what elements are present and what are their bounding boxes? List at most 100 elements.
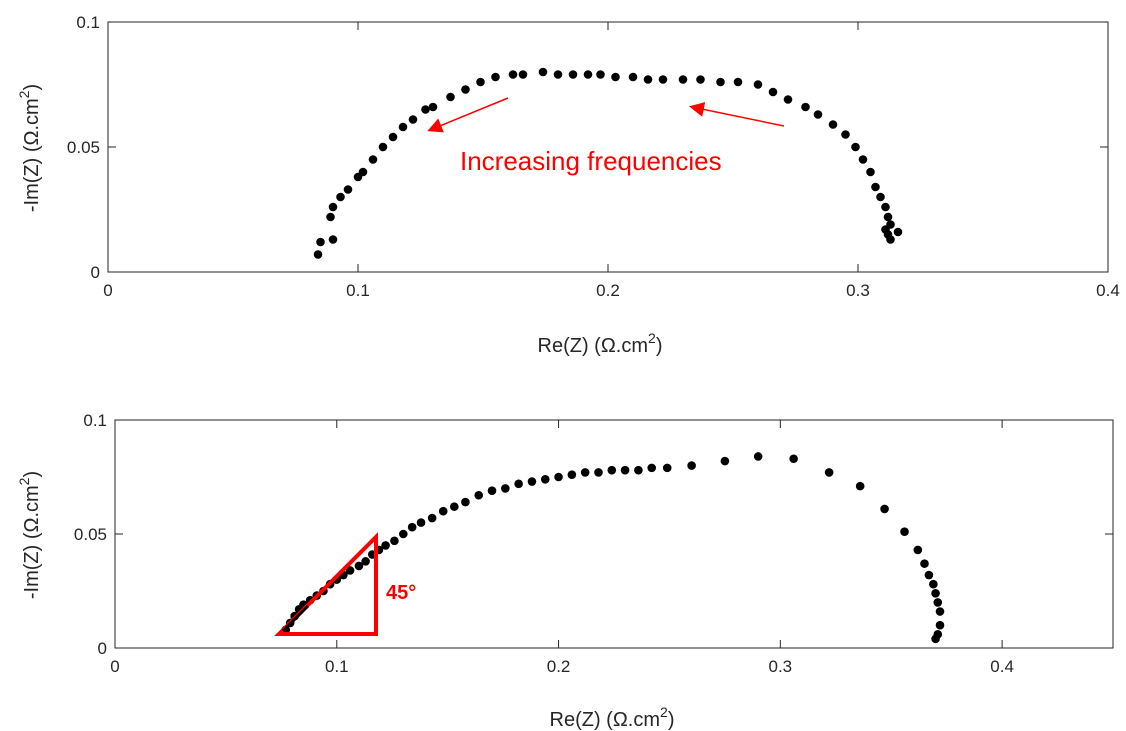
top-x-tick-label: 0.3 (846, 281, 870, 300)
bottom-y-tick-label: 0 (98, 639, 107, 658)
top-data-point (828, 120, 838, 129)
top-data-point (368, 155, 378, 164)
bottom-data-point (427, 513, 437, 523)
top-data-point (716, 77, 725, 87)
bottom-data-point (390, 536, 399, 546)
top-data-point (328, 235, 338, 244)
bottom-data-point (935, 607, 945, 616)
top-data-point (893, 227, 903, 237)
top-data-point (753, 80, 763, 89)
top-data-point (881, 225, 890, 234)
bottom-data-point (824, 468, 834, 477)
bottom-data-point (501, 484, 510, 493)
annotation-text: Increasing frequencies (460, 146, 722, 176)
bottom-data-point (855, 481, 865, 491)
bottom-data-point (361, 557, 370, 566)
frequency-arrow-right (689, 102, 785, 127)
bottom-data-point (620, 465, 630, 475)
top-data-point (388, 132, 398, 142)
top-x-tick-label: 0.4 (1096, 281, 1120, 300)
top-data-point (358, 167, 368, 177)
bottom-data-point (487, 486, 497, 495)
top-y-axis-label: -Im(Z) (Ω.cm2) (16, 84, 43, 212)
bottom-data-point (924, 570, 934, 580)
top-data-point (568, 70, 578, 79)
bottom-data-point (567, 470, 577, 480)
bottom-data-point (514, 479, 523, 489)
top-data-point (733, 77, 743, 87)
top-data-point (583, 70, 593, 79)
top-data-point (801, 102, 810, 112)
bottom-axes-box (114, 419, 1114, 649)
top-data-point (841, 130, 850, 139)
top-y-tick-label: 0 (91, 263, 100, 282)
top-data-point (553, 70, 563, 79)
top-x-tick-label: 0.2 (596, 281, 620, 300)
top-data-point (378, 142, 388, 152)
top-data-point (658, 75, 668, 84)
top-data-point (476, 77, 485, 87)
bottom-data-point (416, 518, 426, 527)
triangle-45-marker (274, 532, 378, 636)
top-data-point (408, 115, 418, 124)
top-data-point (343, 185, 353, 194)
bottom-data-point (554, 472, 563, 482)
bottom-data-point (354, 561, 364, 571)
top-data-point (696, 75, 705, 84)
bottom-y-tick-label: 0.05 (74, 525, 107, 544)
bottom-data-point (789, 454, 798, 464)
bottom-data-point (450, 502, 459, 511)
bottom-data-point (920, 559, 929, 568)
top-data-point (813, 110, 823, 119)
bottom-data-point (687, 461, 696, 470)
top-data-point (398, 122, 408, 132)
top-data-point (508, 70, 518, 79)
top-data-point (446, 92, 455, 102)
top-data-point (628, 72, 638, 82)
bottom-y-axis-label: -Im(Z) (Ω.cm2) (16, 471, 43, 599)
bottom-data-point (933, 598, 943, 607)
angle-label: 45° (386, 582, 416, 604)
bottom-data-point (594, 468, 603, 477)
top-data-point (783, 95, 793, 104)
bottom-x-axis-label: Re(Z) (Ω.cm2) (550, 704, 675, 731)
bottom-x-tick-label: 0.2 (547, 657, 571, 676)
top-data-point (678, 75, 688, 84)
slope-guide-line (281, 604, 310, 633)
bottom-data-point (880, 504, 889, 514)
bottom-data-point (407, 522, 417, 532)
top-data-point (851, 142, 860, 152)
bottom-data-point (929, 579, 938, 589)
top-y-tick-label: 0.05 (67, 138, 100, 157)
bottom-x-tick-label: 0.1 (325, 657, 349, 676)
top-data-point (328, 202, 338, 212)
bottom-x-tick-label: 0 (110, 657, 119, 676)
bottom-data-point (913, 545, 923, 555)
bottom-x-tick-label: 0.3 (769, 657, 793, 676)
bottom-data-point (607, 465, 617, 475)
top-data-point (866, 167, 875, 177)
top-data-point (421, 105, 430, 114)
bottom-data-point (753, 452, 763, 461)
bottom-data-point (345, 566, 355, 575)
bottom-data-point (540, 474, 550, 484)
top-data-point (596, 70, 605, 79)
top-data-point (881, 202, 890, 212)
bottom-y-tick-label: 0.1 (83, 411, 107, 430)
top-data-point (871, 182, 880, 192)
bottom-data-point (399, 529, 408, 539)
top-data-point (768, 87, 778, 97)
top-data-point (316, 237, 325, 247)
bottom-data-point (634, 465, 643, 475)
bottom-data-point (580, 468, 590, 477)
top-data-point (876, 192, 885, 202)
bottom-data-point (527, 477, 537, 486)
bottom-data-point (720, 456, 730, 466)
bottom-chart: Re(Z) (Ω.cm2) -Im(Z) (Ω.cm2) 45° 0 0.1 0.2… (16, 411, 1114, 731)
top-data-point (611, 72, 620, 82)
frequency-arrow-left (427, 97, 509, 133)
top-x-axis-label: Re(Z) (Ω.cm2) (538, 330, 663, 357)
top-chart: Re(Z) (Ω.cm2) -Im(Z) (Ω.cm2) Increasing … (16, 13, 1120, 357)
top-data-point (518, 70, 528, 79)
